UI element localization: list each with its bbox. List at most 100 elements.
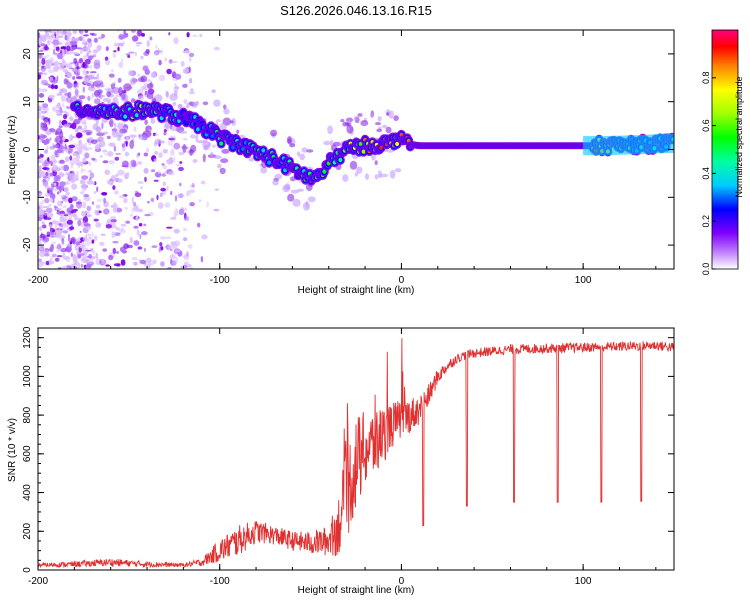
spectrogram-noise-mark (192, 158, 198, 164)
spectrogram-noise-mark (213, 208, 220, 212)
spectrogram-noise-mark (102, 149, 107, 153)
spectrogram-noise-mark (189, 90, 195, 95)
spectrogram-noise-mark (81, 39, 86, 45)
spectrogram-noise-mark (77, 125, 83, 130)
spectrogram-noise-mark (163, 129, 167, 133)
y-tick-label: 0 (22, 567, 33, 573)
spectrogram-halo-mark (150, 118, 156, 124)
ridge-band (624, 135, 627, 155)
spectrogram-noise-mark (76, 76, 83, 80)
spectrogram-noise-mark (165, 159, 171, 163)
spectrogram-noise-mark (168, 59, 173, 64)
spectrogram-halo-mark (138, 134, 148, 141)
spectrogram-noise-mark (62, 102, 65, 108)
spectrogram-noise-mark (182, 227, 187, 232)
spectrogram-noise-mark (45, 260, 50, 266)
spectrogram-halo-mark (129, 140, 135, 149)
spectrogram-noise-mark (113, 145, 117, 152)
spectrogram-noise-mark (213, 46, 220, 51)
spectrogram-noise-mark (40, 88, 48, 93)
spectrogram-noise-mark (142, 65, 149, 72)
spectrogram-noise-mark (144, 90, 148, 96)
spectrogram-noise-mark (79, 253, 85, 256)
spectrogram-halo-mark (360, 120, 369, 127)
spectrogram-noise-mark (81, 201, 87, 209)
spectrogram-noise-mark (166, 226, 173, 229)
spectrogram-noise-mark (69, 203, 74, 210)
spectrogram-noise-mark (81, 175, 89, 180)
spectrogram-noise-mark (159, 242, 163, 247)
spectrogram-noise-mark (38, 160, 42, 164)
spectrogram-noise-mark (135, 42, 143, 45)
spectrogram-noise-mark (82, 236, 87, 241)
ridge-band (643, 134, 647, 154)
spectrogram-noise-mark (169, 254, 176, 260)
spectrogram-noise-mark (60, 46, 67, 50)
spectrogram-halo-mark (356, 166, 363, 174)
spectrogram-noise-mark (53, 45, 57, 49)
ridge-band (602, 136, 606, 156)
spectrogram-halo-mark (376, 128, 383, 133)
spectrogram-noise-mark (69, 226, 75, 231)
spectrogram-halo-mark (55, 135, 63, 144)
spectrogram-noise-mark (64, 74, 68, 77)
spectrogram-noise-mark (136, 161, 143, 165)
spectrogram-noise-mark (157, 48, 160, 51)
spectrogram-noise-mark (122, 146, 126, 152)
spectrogram-noise-mark (82, 61, 86, 68)
spectrogram-noise-mark (51, 241, 56, 245)
ridge-core (379, 145, 384, 150)
spectrogram-noise-mark (61, 200, 64, 204)
spectrogram-halo-mark (292, 198, 301, 207)
ridge-core (322, 169, 327, 174)
spectrogram-noise-mark (52, 158, 56, 164)
spectrogram-noise-mark (62, 252, 66, 260)
spectrogram-noise-mark (189, 77, 193, 84)
spectrogram-noise-mark (87, 95, 91, 102)
ridge-core (338, 157, 343, 163)
spectrogram-noise-mark (122, 160, 129, 167)
spectrogram-noise-mark (117, 77, 122, 83)
spectrogram-noise-mark (81, 184, 87, 192)
spectrogram-noise-mark (192, 34, 198, 38)
spectrogram-noise-mark (167, 139, 174, 147)
spectrogram-noise-mark (39, 210, 45, 214)
spectrogram-noise-mark (200, 180, 206, 185)
colorbar-tick-label: 0.8 (701, 72, 711, 85)
spectrogram-noise-mark (113, 122, 117, 128)
spectrogram-halo-mark (374, 174, 379, 180)
spectrogram-noise-mark (184, 68, 190, 73)
spectrogram-halo-mark (189, 149, 195, 154)
spectrogram-noise-mark (173, 215, 177, 218)
spectrogram-noise-mark (47, 84, 55, 89)
y-tick-label: 400 (22, 484, 33, 501)
spectrogram-noise-mark (65, 191, 70, 196)
spectrogram-noise-mark (44, 119, 48, 124)
colorbar-tick-label: 0.6 (701, 119, 711, 132)
spectrogram-noise-mark (143, 223, 147, 227)
spectrogram-noise-mark (84, 211, 91, 214)
ridge-band (651, 134, 655, 154)
ridge-core (219, 141, 224, 146)
spectrogram-noise-mark (52, 39, 60, 46)
spectrogram-noise-mark (170, 148, 175, 156)
ridge-band (634, 135, 638, 155)
spectrogram-noise-mark (91, 232, 94, 237)
spectrogram-noise-mark (158, 59, 162, 66)
spectrogram-noise-mark (46, 121, 50, 126)
spectrogram-noise-mark (211, 144, 217, 149)
spectrogram-halo-mark (299, 153, 306, 161)
spectrogram-halo-mark (192, 101, 198, 107)
spectrogram-noise-mark (168, 32, 171, 36)
spectrogram-noise-mark (179, 182, 182, 187)
spectrogram-noise-mark (38, 60, 42, 68)
spectrogram-noise-mark (107, 180, 114, 186)
spectrogram-noise-mark (173, 37, 179, 45)
spectrogram-noise-mark (147, 200, 150, 204)
spectrogram-noise-mark (64, 156, 70, 163)
spectrogram-noise-mark (170, 258, 173, 265)
spectrogram-noise-mark (117, 42, 124, 47)
spectrogram-noise-mark (129, 213, 134, 217)
spectrogram-noise-mark (131, 257, 138, 261)
